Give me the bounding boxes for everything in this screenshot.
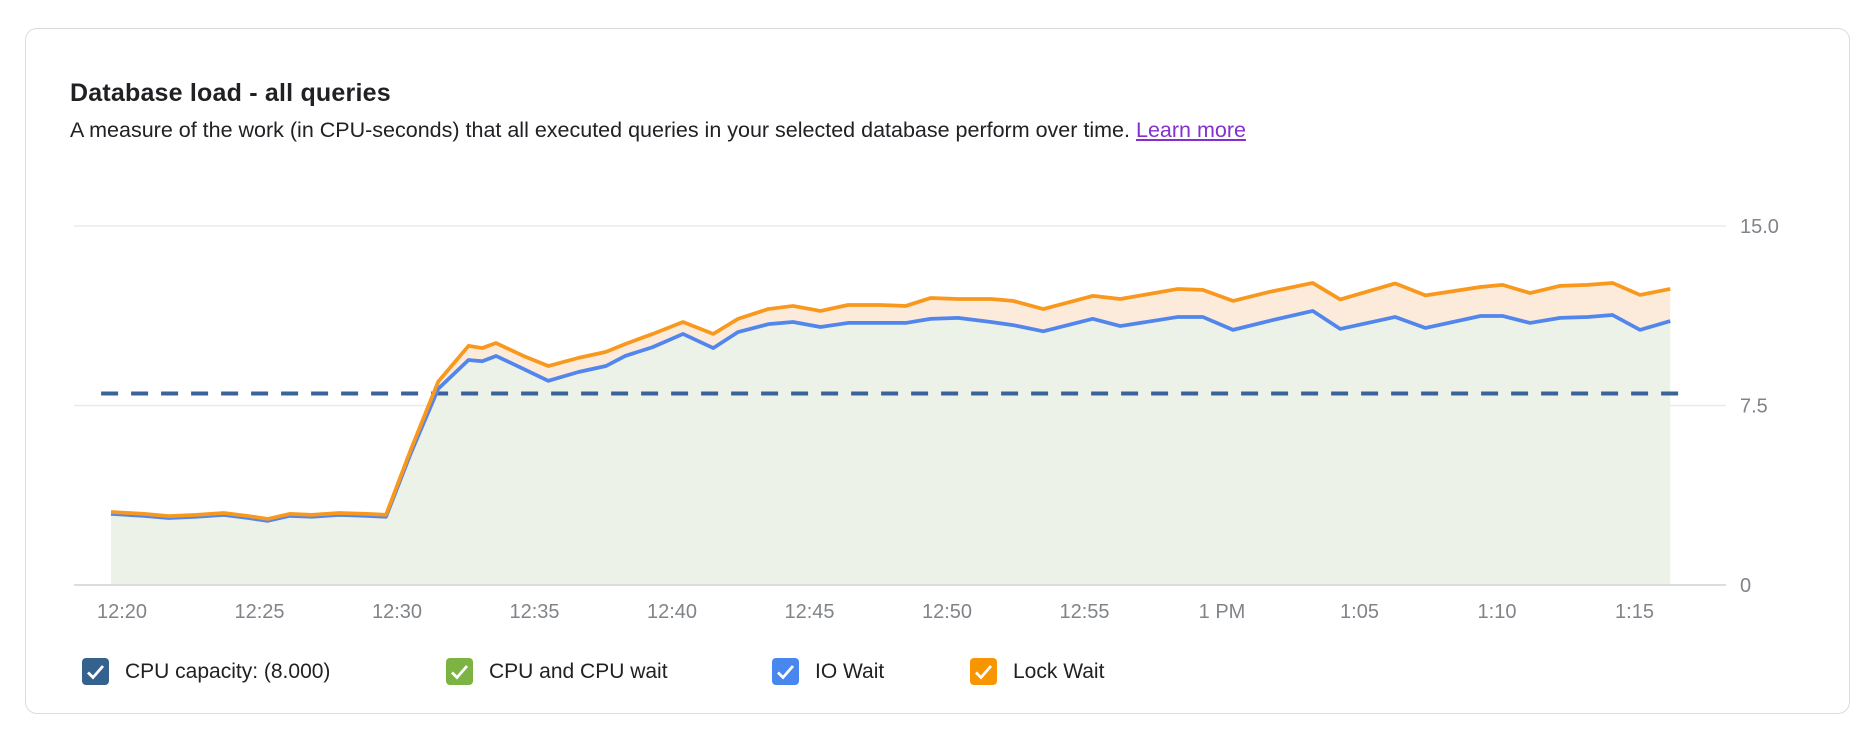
legend-item-io-wait[interactable]: IO Wait [772, 658, 884, 685]
checkmark-icon [777, 665, 795, 680]
subtitle-text: A measure of the work (in CPU-seconds) t… [70, 118, 1130, 142]
x-axis-label-12:45: 12:45 [784, 601, 834, 623]
legend-label: IO Wait [815, 659, 885, 683]
y-axis-label-15.0: 15.0 [1740, 216, 1779, 238]
lock-wait-checkbox-icon[interactable] [970, 658, 997, 685]
lock-wait-area [111, 282, 1671, 521]
io-wait-line [110, 309, 1671, 523]
legend-item-lock-wait[interactable]: Lock Wait [970, 658, 1104, 685]
io-wait-checkbox-icon[interactable] [772, 658, 799, 685]
x-axis-label-1:05: 1:05 [1340, 601, 1379, 623]
x-axis-label-1:10: 1:10 [1478, 601, 1517, 623]
y-axis-label-7.5: 7.5 [1740, 396, 1768, 418]
cpu-capacity-checkbox-icon[interactable] [82, 658, 109, 685]
database-load-chart[interactable]: 0 7.5 15.0 12:20 12:25 12:30 12:35 12:40 12:45 12… [26, 29, 1856, 749]
x-axis-label-12:30: 12:30 [372, 601, 422, 623]
x-axis-label-12:40: 12:40 [647, 601, 697, 623]
x-axis-label-12:20: 12:20 [97, 601, 147, 623]
x-axis-label-1 PM: 1 PM [1199, 601, 1246, 623]
database-load-card: Database load - all queries A measure of… [25, 28, 1850, 714]
x-axis-label-1:15: 1:15 [1615, 601, 1654, 623]
page-subtitle: A measure of the work (in CPU-seconds) t… [70, 118, 1246, 143]
x-axis-label-12:25: 12:25 [234, 601, 284, 623]
y-axis-label-0: 0 [1740, 575, 1751, 597]
legend-item-cpu-and-cpu-wait[interactable]: CPU and CPU wait [446, 658, 668, 685]
x-axis-label-12:55: 12:55 [1059, 601, 1109, 623]
lock-wait-line [110, 281, 1671, 521]
legend-item-cpu-capacity[interactable]: CPU capacity: (8.000) [82, 658, 330, 685]
checkmark-icon [975, 665, 993, 680]
legend-label: Lock Wait [1013, 659, 1105, 683]
cpu-wait-checkbox-icon[interactable] [446, 658, 473, 685]
legend-label: CPU and CPU wait [489, 659, 668, 683]
legend-label: CPU capacity: (8.000) [125, 659, 331, 683]
x-axis-label-12:50: 12:50 [922, 601, 972, 623]
checkmark-icon [451, 665, 469, 680]
cpu-and-io-wait-area [111, 310, 1671, 585]
checkmark-icon [87, 665, 105, 680]
learn-more-link[interactable]: Learn more [1136, 118, 1246, 142]
x-axis-label-12:35: 12:35 [509, 601, 559, 623]
page-title: Database load - all queries [70, 79, 391, 107]
chart-legend: CPU capacity: (8.000) CPU and CPU wait I… [26, 658, 1856, 688]
